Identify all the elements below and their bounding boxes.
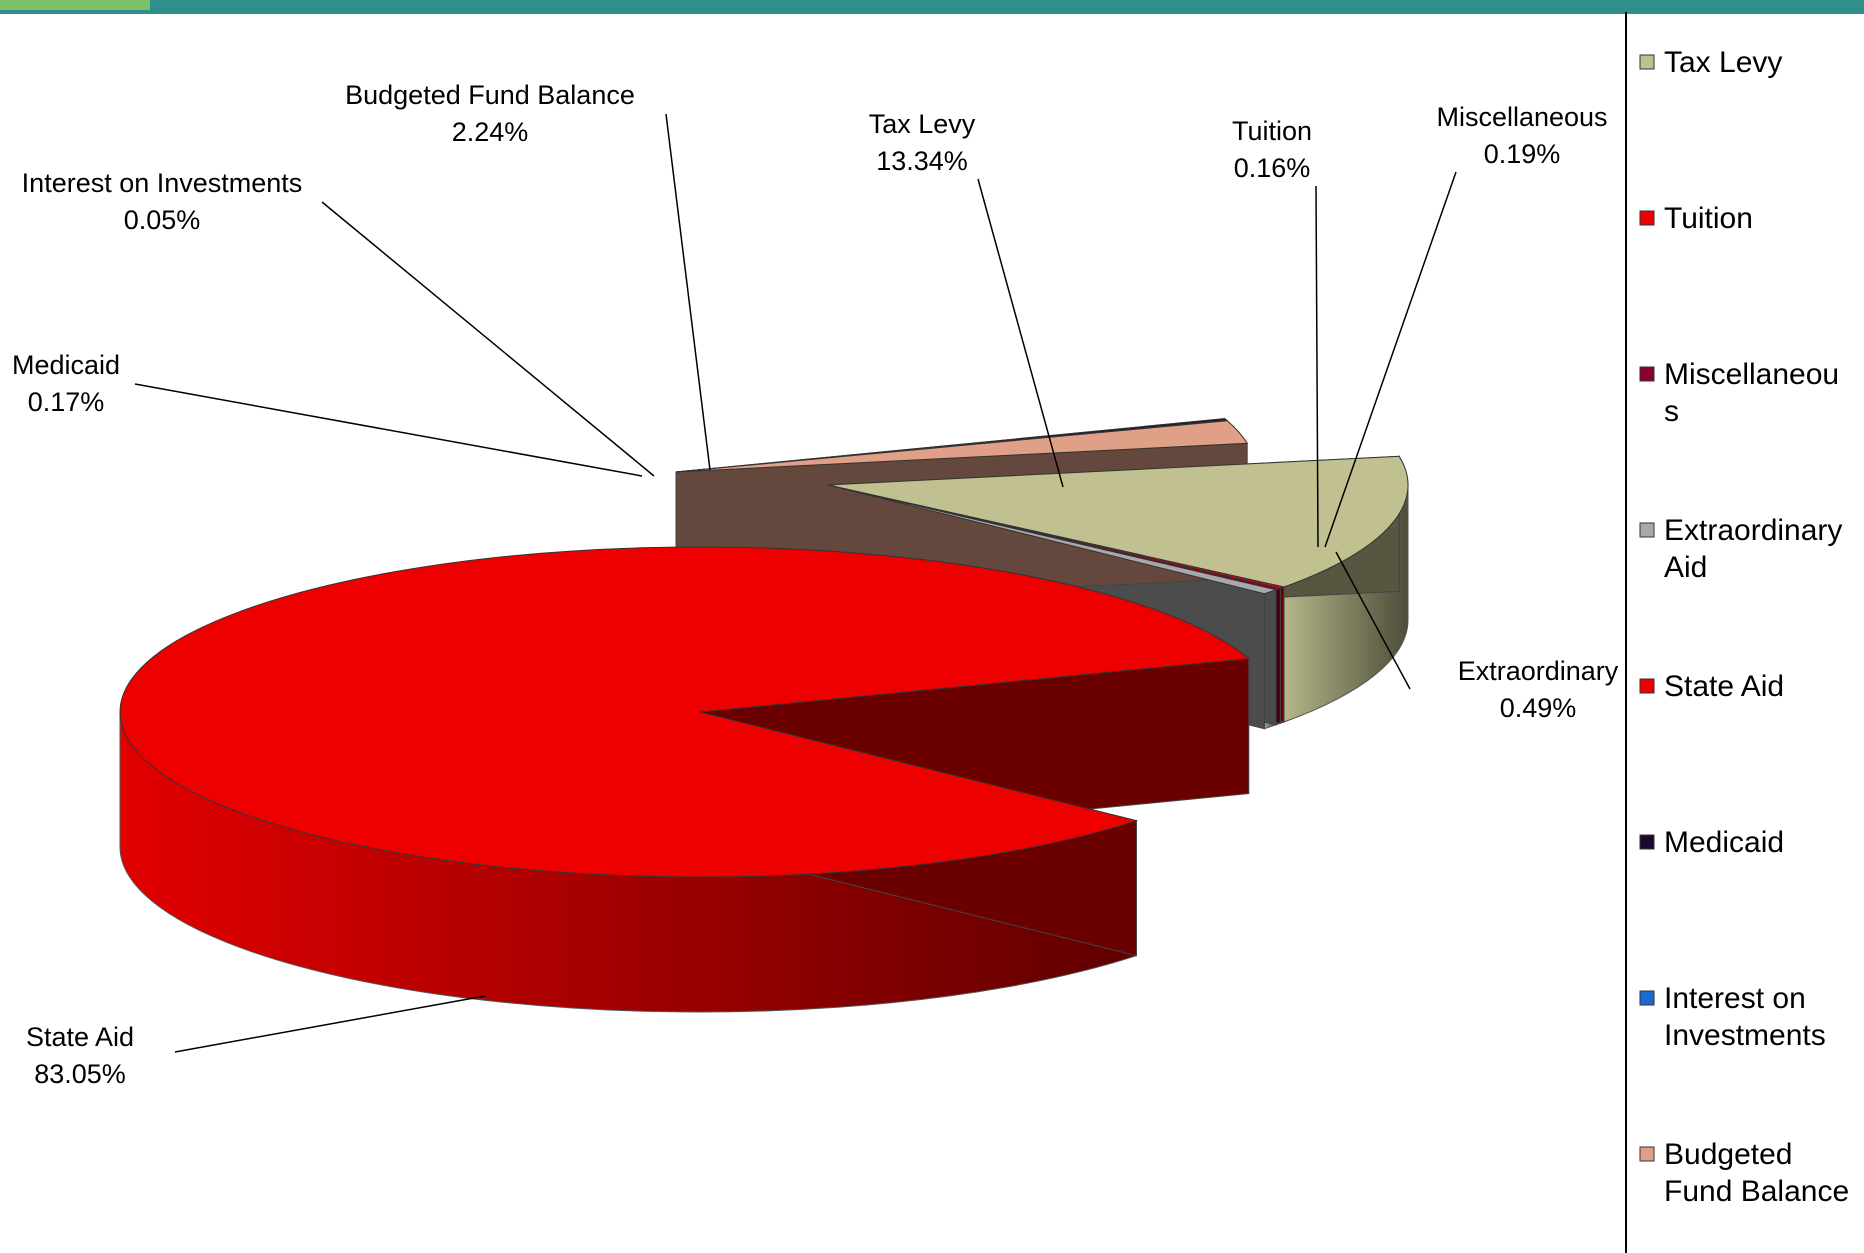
callout-name-extraordinary-aid: Extraordinary: [1458, 656, 1619, 686]
legend-item-tax-levy: Tax Levy: [1639, 46, 1782, 79]
legend-label-extraordinary-aid: Extraordinary: [1664, 514, 1842, 547]
leader-line-tax-levy: [977, 178, 1064, 488]
leader-line-state-aid: [174, 995, 486, 1053]
header-banner: [0, 0, 1864, 14]
callout-name-miscellaneous: Miscellaneous: [1436, 102, 1607, 132]
callout-name-tuition: Tuition: [1232, 116, 1312, 146]
legend-item-miscellaneous: Miscellaneou s: [1639, 358, 1839, 428]
legend-swatch-extraordinary-aid: [1639, 522, 1655, 538]
legend-label-interest-on-investments: Interest on: [1664, 982, 1806, 1015]
legend-item-extraordinary-aid: Extraordinary Aid: [1639, 514, 1842, 584]
leader-lines: [134, 113, 1457, 1053]
slice-state-aid[interactable]: [119, 546, 1251, 878]
callout-name-tax-levy: Tax Levy: [869, 109, 976, 139]
legend-label-miscellaneous: Miscellaneou: [1664, 358, 1839, 391]
legend-label-tuition: Tuition: [1664, 202, 1753, 235]
legend-item-budgeted-fund-balance: Budgeted Fund Balance: [1639, 1138, 1849, 1208]
legend-swatch-medicaid: [1639, 834, 1655, 850]
legend-item-tuition: Tuition: [1639, 202, 1753, 235]
legend-label-miscellaneous-line2: s: [1664, 395, 1679, 428]
legend-swatch-interest-on-investments: [1639, 990, 1655, 1006]
legend-label-medicaid: Medicaid: [1664, 826, 1784, 859]
callout-percent-state-aid: 83.05%: [34, 1059, 126, 1089]
slice-budgeted-fund-balance[interactable]: [675, 420, 1249, 473]
leader-line-medicaid: [134, 383, 643, 477]
legend-swatch-tax-levy: [1639, 54, 1655, 70]
slice-tax-levy[interactable]: [827, 455, 1409, 588]
leader-line-tuition: [1315, 185, 1319, 548]
legend: Tax Levy Tuition Miscellaneou s Extraordinar…: [1639, 46, 1849, 1208]
leader-line-extraordinary-aid: [1335, 551, 1411, 690]
pie-top-faces: [119, 418, 1409, 878]
leader-line-interest-on-investments: [321, 201, 655, 477]
callout-percent-miscellaneous: 0.19%: [1484, 139, 1561, 169]
legend-label-interest-on-investments-line2: Investments: [1664, 1019, 1826, 1052]
legend-label-budgeted-fund-balance-line2: Fund Balance: [1664, 1175, 1849, 1208]
legend-item-interest-on-investments: Interest on Investments: [1639, 982, 1826, 1052]
legend-label-tax-levy: Tax Levy: [1664, 46, 1782, 79]
legend-border: [1625, 12, 1627, 1253]
leader-line-miscellaneous: [1324, 171, 1457, 548]
leader-line-budgeted-fund-balance: [665, 113, 711, 471]
legend-label-budgeted-fund-balance: Budgeted: [1664, 1138, 1792, 1171]
legend-swatch-tuition: [1639, 210, 1655, 226]
callout-name-state-aid: State Aid: [26, 1022, 134, 1052]
callout-percent-budgeted-fund-balance: 2.24%: [452, 117, 529, 147]
callout-name-budgeted-fund-balance: Budgeted Fund Balance: [345, 80, 635, 110]
callout-percent-tuition: 0.16%: [1234, 153, 1311, 183]
legend-item-state-aid: State Aid: [1639, 670, 1784, 703]
callout-percent-interest-on-investments: 0.05%: [124, 205, 201, 235]
legend-label-state-aid: State Aid: [1664, 670, 1784, 703]
legend-label-extraordinary-aid-line2: Aid: [1664, 551, 1707, 584]
callout-percent-extraordinary-aid: 0.49%: [1500, 693, 1577, 723]
callout-percent-medicaid: 0.17%: [28, 387, 105, 417]
legend-swatch-state-aid: [1639, 678, 1655, 694]
legend-swatch-budgeted-fund-balance: [1639, 1146, 1655, 1162]
legend-swatch-miscellaneous: [1639, 366, 1655, 382]
slice-extraordinary-aid[interactable]: [827, 484, 1278, 595]
callout-name-interest-on-investments: Interest on Investments: [22, 168, 303, 198]
callout-percent-tax-levy: 13.34%: [876, 146, 968, 176]
legend-item-medicaid: Medicaid: [1639, 826, 1784, 859]
callout-name-medicaid: Medicaid: [12, 350, 120, 380]
header-green-tab: [0, 0, 150, 10]
